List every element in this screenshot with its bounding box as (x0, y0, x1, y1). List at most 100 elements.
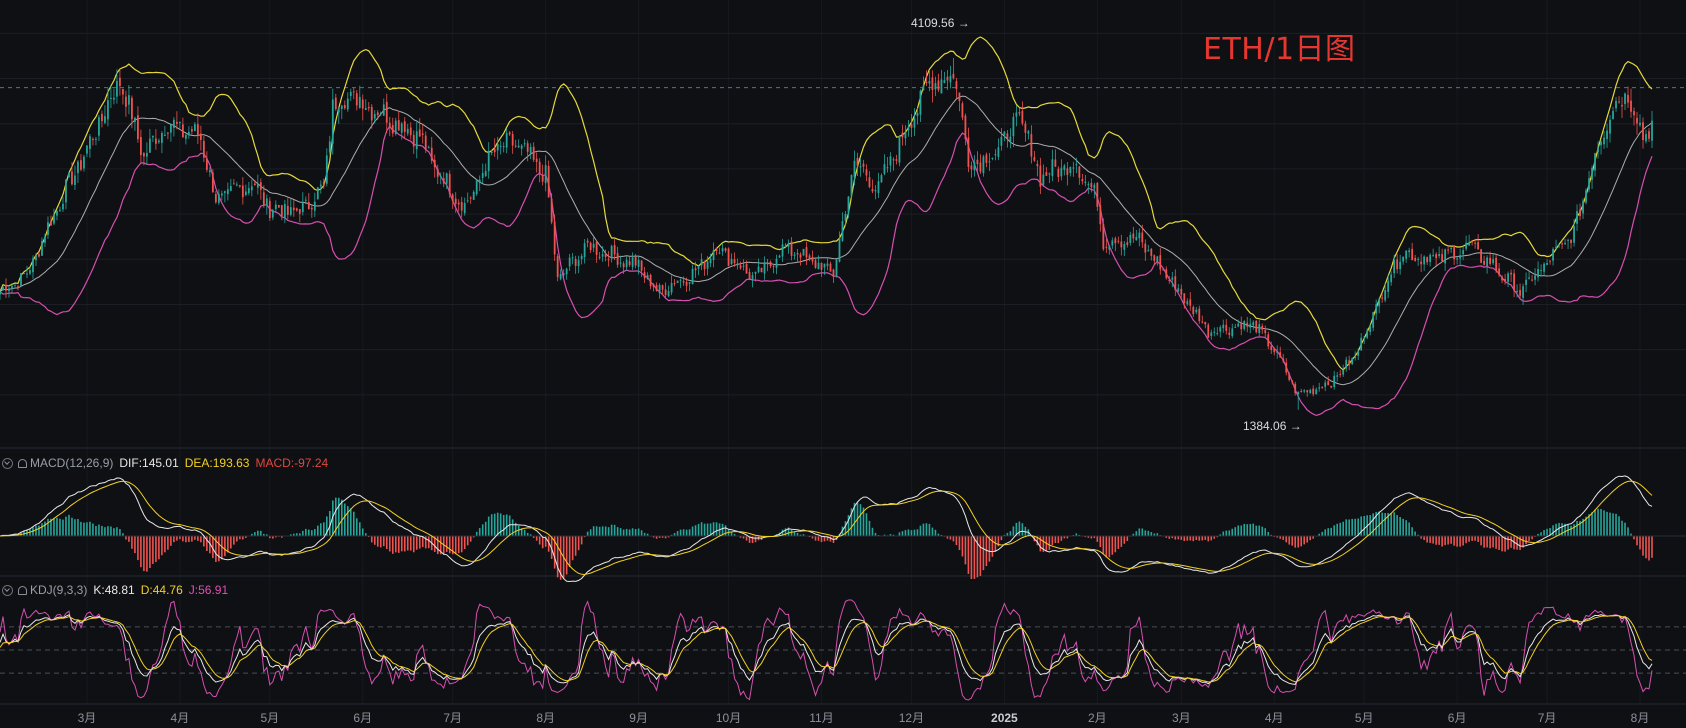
candle (68, 172, 70, 178)
candle (1576, 204, 1578, 231)
candle (394, 117, 397, 136)
collapse-chevron-icon[interactable] (2, 584, 13, 596)
candle (694, 261, 697, 278)
candle-body (1267, 334, 1270, 347)
candle (1582, 198, 1584, 219)
candle (1549, 260, 1551, 265)
macd-bar (1306, 536, 1309, 543)
macd-bar (367, 536, 370, 538)
macd-bar (1357, 518, 1359, 536)
candle (1615, 96, 1617, 112)
candle-body (47, 222, 49, 235)
candle-body (1372, 312, 1375, 328)
candle-body (340, 105, 343, 110)
candle-body (86, 145, 88, 154)
macd-bar (239, 536, 241, 540)
candle (799, 252, 802, 266)
bell-icon[interactable] (18, 458, 27, 468)
kdj-indicator-name[interactable]: KDJ(9,3,3) (30, 583, 88, 597)
candle-body (1342, 370, 1345, 375)
candle (211, 169, 214, 193)
candle-body (1384, 290, 1387, 301)
candle-body (928, 80, 931, 84)
candle (1150, 248, 1153, 261)
candle (1102, 218, 1105, 251)
candle (214, 191, 217, 204)
candle (949, 65, 952, 89)
candle-body (901, 132, 904, 138)
candle (53, 208, 55, 226)
candle-body (1084, 181, 1087, 184)
macd-bar (733, 533, 736, 536)
candle-body (1537, 268, 1539, 278)
candle (1309, 388, 1312, 394)
candle-body (826, 263, 829, 267)
candle (1105, 238, 1108, 253)
macd-indicator-name[interactable]: MACD(12,26,9) (30, 456, 114, 470)
candle (535, 152, 538, 173)
candle (1411, 242, 1414, 261)
macd-bar (910, 530, 913, 536)
macd-bar (811, 536, 814, 539)
macd-bar (460, 536, 463, 553)
candle-body (1519, 289, 1521, 296)
candle-body (844, 214, 847, 221)
candle (985, 152, 988, 168)
candle (1252, 320, 1255, 330)
candle (1579, 203, 1581, 221)
candle-body (334, 97, 337, 110)
macd-bar (23, 530, 25, 536)
x-tick-label: 7月 (443, 711, 463, 725)
candle (184, 133, 187, 145)
candle-body (739, 265, 742, 269)
macd-bar (709, 523, 712, 536)
candle-body (190, 129, 193, 132)
candle (1561, 240, 1563, 249)
collapse-chevron-icon[interactable] (2, 457, 13, 469)
candle (1498, 263, 1500, 278)
candle-body (1588, 178, 1590, 190)
macd-bar (1012, 526, 1015, 536)
candle (556, 253, 559, 282)
candle-body (235, 184, 238, 186)
x-tick-label: 6月 (353, 711, 373, 725)
candle-body (748, 271, 751, 280)
macd-bar (1444, 536, 1446, 546)
candle (1492, 253, 1494, 265)
macd-bar (616, 527, 619, 536)
macd-bar (1525, 536, 1527, 545)
candle (868, 171, 871, 189)
candle (1558, 243, 1560, 249)
candle-body (1315, 389, 1318, 394)
candle-body (1027, 131, 1030, 134)
candle (595, 240, 598, 263)
candle-body (1651, 120, 1653, 141)
candle-body (1630, 100, 1632, 112)
candle (514, 139, 517, 148)
macd-bar (20, 531, 22, 536)
candle (125, 90, 127, 117)
candle (580, 253, 583, 265)
candle (379, 111, 382, 116)
candle (454, 192, 457, 213)
macd-bar (847, 515, 850, 536)
candle (1132, 226, 1135, 243)
macd-bar (934, 529, 937, 536)
macd-bar (1531, 536, 1533, 540)
candle-body (250, 186, 253, 191)
macd-bar (748, 536, 751, 543)
macd-bar (559, 536, 562, 580)
candle (301, 192, 304, 216)
candle (259, 178, 262, 200)
candle (1588, 170, 1590, 193)
candle-body (1432, 255, 1435, 257)
candle-body (640, 260, 643, 271)
candle (727, 247, 730, 267)
macd-bar (535, 536, 538, 541)
candle-body (388, 122, 391, 127)
macd-bar (119, 529, 121, 536)
bell-icon[interactable] (18, 585, 27, 595)
candle (1060, 159, 1063, 181)
